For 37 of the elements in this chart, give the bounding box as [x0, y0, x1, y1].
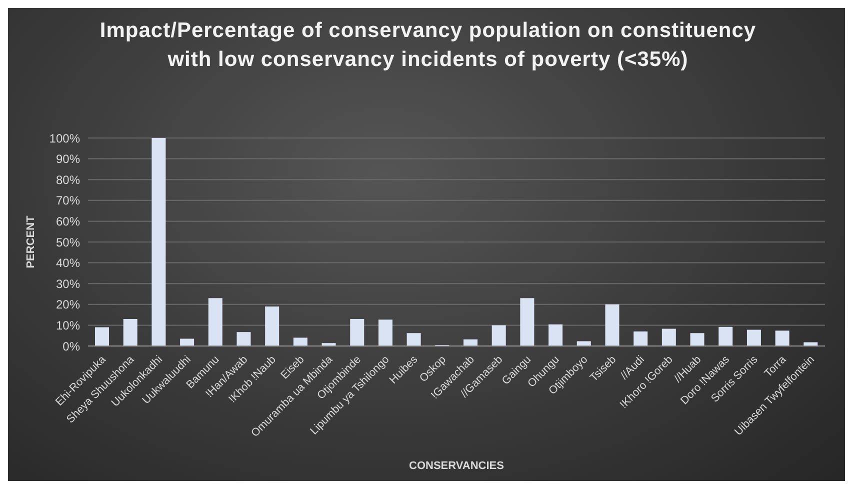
- bar: [605, 304, 620, 346]
- bar: [576, 341, 591, 346]
- bar: [746, 330, 761, 346]
- bar: [152, 138, 166, 346]
- bar: [492, 325, 506, 346]
- bar: [123, 318, 138, 346]
- bar: [548, 324, 563, 346]
- y-tick-label: 0%: [62, 339, 80, 354]
- y-tick-label: 30%: [56, 276, 80, 291]
- bar: [464, 339, 478, 346]
- bar: [95, 327, 109, 346]
- bar: [378, 320, 392, 346]
- bar: [718, 326, 733, 346]
- bar: [520, 298, 534, 346]
- bar: [662, 328, 676, 346]
- y-tick-label: 80%: [56, 172, 80, 187]
- bar: [350, 318, 364, 346]
- x-axis-title: CONSERVANCIES: [409, 460, 504, 472]
- y-tick-label: 100%: [49, 131, 80, 146]
- bar: [293, 338, 308, 346]
- bar: [236, 332, 251, 346]
- bar: [208, 298, 222, 346]
- y-tick-label: 50%: [56, 235, 80, 250]
- y-tick-label: 20%: [56, 298, 80, 312]
- chart-title: Impact/Percentage of conservancy population on constituency with low conservancy incidents of poverty (<35%): [98, 18, 758, 73]
- bar: [406, 333, 421, 346]
- bar: [775, 330, 790, 346]
- y-tick-label: 60%: [56, 214, 80, 228]
- y-tick-label: 40%: [56, 256, 80, 270]
- bar: [180, 338, 194, 346]
- bar: [690, 333, 704, 346]
- y-axis-title: PERCENT: [24, 215, 37, 268]
- bar: [634, 331, 648, 346]
- y-tick-label: 70%: [56, 194, 80, 208]
- y-tick-label: 10%: [56, 318, 80, 332]
- bar: [265, 306, 280, 346]
- y-tick-label: 90%: [56, 152, 80, 166]
